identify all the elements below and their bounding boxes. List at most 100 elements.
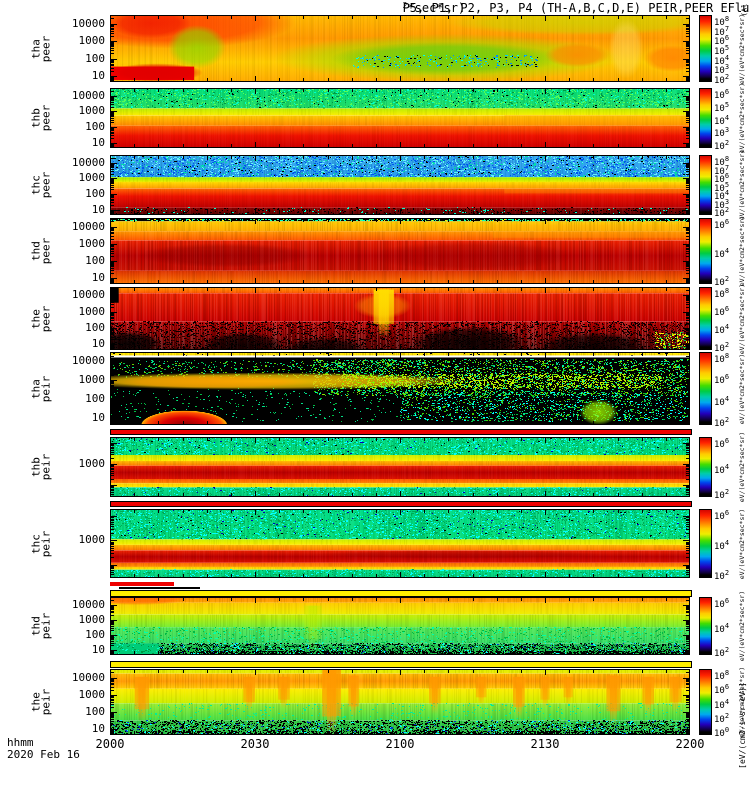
colorbar-tick-label-the-peir-1e4: 104 [714,698,730,711]
panel-label-text-the-peir: the peir [29,688,52,716]
colorbar-exp: 8 [724,15,730,23]
colorbar-exp: 2 [724,416,730,424]
colorbar-tick-label-the-peir-1e2: 102 [714,712,730,725]
colorbar-exp: 2 [724,569,730,577]
panel-label-tha-peir: tha peir [26,352,56,425]
spectrogram-canvas-thb-peir [110,437,690,497]
right-unit-text-thc-peer: eV/(eV*cm2*sec*sr) [738,149,747,221]
y-tick-label-tha-peir-1000: 1000 [78,373,106,386]
colorbar-tick-label-the-peer-1e8: 108 [714,287,730,300]
spectrogram-canvas-thd-peer [110,218,690,284]
spectrogram-canvas-tha-peir [110,352,690,425]
colorbar-tick-label-the-peir-1e6: 106 [714,683,730,696]
separator-stripe-1 [110,501,692,507]
separator-stripe-2 [110,582,174,586]
colorbar-exp: 2 [724,206,730,214]
y-tick-label-thd-peir-1000: 1000 [78,613,106,626]
right-unit-label-tha-peer: eV/(eV*cm2*sec*sr) [735,13,749,83]
colorbar-the-peir [699,669,712,735]
right-unit-label-thc-peir: eV/(eV*cm2*sec*sr) [735,508,749,578]
right-unit-label-thc-peer: eV/(eV*cm2*sec*sr) [735,150,749,220]
separator-stripe-4 [110,590,692,597]
z-axis-unit-text: [eV/(cm2-s-sr-eV)] [737,681,747,769]
colorbar-tick-label-the-peer-1e4: 104 [714,323,730,336]
colorbar-tick-label-tha-peir-1e2: 102 [714,416,730,429]
panel-label-text-thb-peer: thb peer [29,104,52,132]
colorbar-tick-label-thc-peir-1e4: 104 [714,539,730,552]
colorbar-tick-label-thb-peer-1e4: 104 [714,114,730,127]
colorbar-exp: 2 [724,73,730,81]
panel-label-thc-peer: thc peer [26,155,56,215]
colorbar-tick-label-the-peir-1e8: 108 [714,669,730,682]
colorbar-tick-label-thb-peir-1e2: 102 [714,488,730,501]
y-tick-label-thc-peer-1000: 1000 [78,171,106,184]
colorbar-exp: 2 [724,275,730,283]
colorbar-tick-label-thc-peer-1e7: 107 [714,164,730,177]
colorbar-tick-label-thc-peer-1e3: 103 [714,198,730,211]
colorbar-exp: 6 [724,34,730,42]
right-unit-label-thb-peir: eV/(eV*cm2*sec*sr) [735,432,749,502]
colorbar-exp: 4 [724,114,730,122]
colorbar-tha-peir [699,352,712,425]
y-tick-label-tha-peer-100: 100 [85,52,105,65]
colorbar-exp: 5 [724,44,730,52]
colorbar-tick-label-tha-peer-1e2: 102 [714,73,730,86]
colorbar-tick-label-tha-peir-1e6: 106 [714,373,730,386]
colorbar-tick-label-tha-peer-1e7: 107 [714,25,730,38]
colorbar-thc-peir [699,509,712,578]
colorbar-thb-peer [699,88,712,148]
x-tick-label-2100: 2100 [385,737,415,751]
colorbar-tick-label-tha-peer-1e3: 103 [714,63,730,76]
spectrogram-canvas-thd-peir [110,597,690,655]
colorbar-exp: 6 [724,509,730,517]
y-tick-label-the-peir-10000: 10000 [71,671,105,684]
y-tick-label-thb-peer-10: 10 [91,136,105,149]
colorbar-tick-label-tha-peer-1e6: 106 [714,34,730,47]
colorbar-tick-label-thb-peer-1e5: 105 [714,101,730,114]
colorbar-exp: 0 [724,726,730,734]
colorbar-exp: 2 [724,341,730,349]
y-tick-label-thd-peer-1000: 1000 [78,237,106,250]
colorbar-tick-label-thc-peer-1e2: 102 [714,206,730,219]
colorbar-tha-peer [699,15,712,82]
colorbar-tick-label-thc-peer-1e8: 108 [714,155,730,168]
colorbar-tick-label-thc-peer-1e5: 105 [714,181,730,194]
colorbar-exp: 6 [724,437,730,445]
colorbar-tick-label-tha-peer-1e4: 104 [714,54,730,67]
colorbar-tick-label-tha-peer-1e8: 108 [714,15,730,28]
colorbar-exp: 6 [724,172,730,180]
y-tick-label-thd-peer-10000: 10000 [71,220,105,233]
colorbar-tick-label-thb-peir-1e6: 106 [714,437,730,450]
y-tick-label-tha-peir-10000: 10000 [71,354,105,367]
colorbar-exp: 4 [724,323,730,331]
panel-label-text-thd-peer: thd peer [29,237,52,265]
colorbar-exp: 2 [724,488,730,496]
colorbar-tick-label-thd-peir-1e6: 106 [714,597,730,610]
colorbar-tick-label-thc-peir-1e6: 106 [714,509,730,522]
colorbar-exp: 3 [724,198,730,206]
colorbar-tick-label-thc-peer-1e6: 106 [714,172,730,185]
panel-label-the-peer: the peer [26,287,56,350]
y-tick-label-thd-peir-100: 100 [85,628,105,641]
y-tick-label-thc-peer-100: 100 [85,187,105,200]
colorbar-exp: 4 [724,189,730,197]
y-tick-label-tha-peir-100: 100 [85,392,105,405]
y-tick-label-thb-peir-1000: 1000 [78,457,106,470]
spectrogram-canvas-tha-peer [110,15,690,82]
colorbar-exp: 4 [724,463,730,471]
panel-label-text-tha-peer: tha peer [29,35,52,62]
y-tick-label-thb-peer-10000: 10000 [71,89,105,102]
panel-label-text-the-peer: the peer [29,305,52,332]
colorbar-tick-label-thb-peer-1e6: 106 [714,88,730,101]
x-tick-label-2200: 2200 [675,737,705,751]
x-tick-label-2000: 2000 [95,737,125,751]
y-tick-label-the-peer-10000: 10000 [71,288,105,301]
y-tick-label-thd-peir-10000: 10000 [71,598,105,611]
colorbar-tick-label-the-peir-1e0: 100 [714,726,730,739]
panel-label-text-thc-peer: thc peer [29,171,52,199]
colorbar-tick-label-thd-peir-1e4: 104 [714,622,730,635]
z-axis-unit-label: [eV/(cm2-s-sr-eV)] [735,650,749,800]
right-unit-text-thb-peir: eV/(eV*cm2*sec*sr) [738,431,747,503]
corner-note: (Al [738,0,750,20]
